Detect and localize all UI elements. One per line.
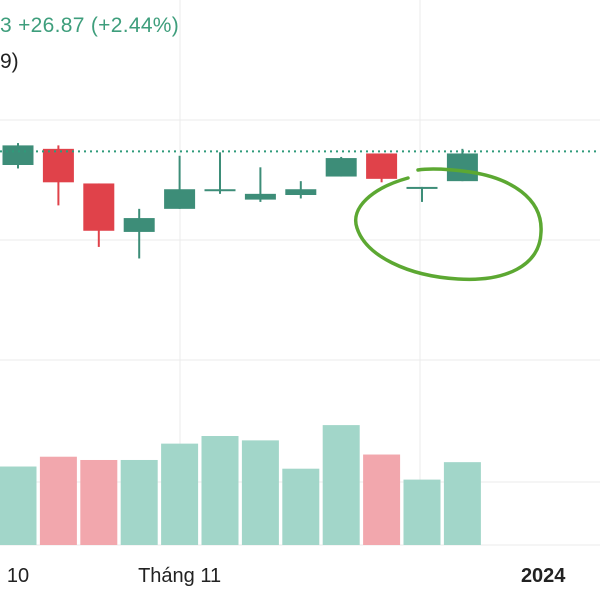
volume-bar bbox=[322, 425, 360, 545]
volume-bar bbox=[363, 454, 401, 545]
candle bbox=[204, 152, 236, 194]
candle bbox=[325, 156, 357, 177]
volume-bar bbox=[0, 466, 37, 545]
hand-drawn-circle-annotation bbox=[354, 167, 543, 282]
x-tick-label: 10 bbox=[7, 565, 29, 587]
candle-body bbox=[366, 153, 398, 179]
volume-bar bbox=[80, 459, 118, 545]
x-tick-label: 2024 bbox=[521, 565, 566, 587]
candle-body bbox=[42, 148, 74, 183]
candle bbox=[2, 143, 34, 169]
candle-body bbox=[2, 145, 34, 165]
candle bbox=[285, 181, 317, 199]
candle bbox=[244, 167, 276, 202]
candle bbox=[406, 186, 438, 202]
candle-body bbox=[204, 189, 236, 192]
volume-bar bbox=[161, 443, 199, 545]
x-tick-label: Tháng 11 bbox=[138, 565, 221, 587]
candles bbox=[2, 143, 478, 259]
volume-bar bbox=[241, 440, 279, 545]
candle-body bbox=[285, 189, 317, 195]
candle bbox=[164, 155, 196, 209]
volume-bar bbox=[39, 456, 77, 545]
candle-body bbox=[164, 189, 196, 209]
candle-body bbox=[446, 153, 478, 182]
candle bbox=[83, 183, 115, 247]
volume-bar bbox=[403, 479, 441, 545]
volume-bar bbox=[120, 459, 158, 545]
candle-body bbox=[123, 218, 155, 232]
volume-bar bbox=[201, 436, 239, 545]
volume-bar bbox=[443, 462, 481, 545]
price-change-label: 3 +26.87 (+2.44%) bbox=[0, 14, 180, 37]
candle-body bbox=[406, 186, 438, 189]
candle-body bbox=[244, 193, 276, 200]
candle-body bbox=[83, 183, 115, 231]
annotation-circle bbox=[354, 167, 543, 282]
candle bbox=[446, 148, 478, 182]
candle-body bbox=[325, 158, 357, 177]
candle bbox=[366, 153, 398, 183]
volume-bar bbox=[282, 468, 320, 545]
header-sub-label: 9) bbox=[0, 50, 19, 73]
candle bbox=[123, 208, 155, 259]
volume-bars bbox=[0, 425, 481, 545]
x-axis-tick-labels: 10 Tháng 11 2024 bbox=[7, 565, 566, 587]
candle bbox=[42, 145, 74, 206]
